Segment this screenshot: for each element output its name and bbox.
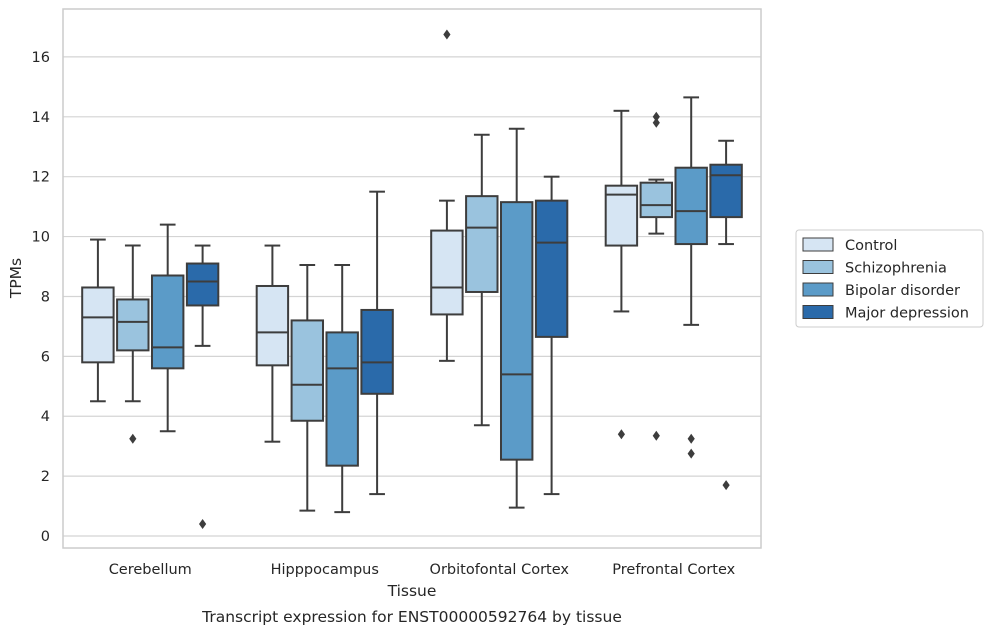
y-tick-label: 12 <box>32 170 50 186</box>
legend-swatch <box>802 260 834 274</box>
box-body <box>709 163 743 219</box>
box-body <box>290 319 325 422</box>
boxes <box>81 29 743 530</box>
legend-label: Control <box>845 238 897 254</box>
box-schizophrenia <box>116 244 150 444</box>
outlier-point <box>687 433 695 444</box>
legend-swatch <box>802 237 834 252</box>
box-major-depression <box>360 190 394 496</box>
outlier-point <box>617 429 625 440</box>
box-major-depression <box>709 139 743 491</box>
x-axis-label: Tissue <box>387 582 437 600</box>
box-control <box>255 244 290 443</box>
box-body <box>81 286 115 364</box>
y-tick-label: 2 <box>41 469 50 485</box>
outlier-point <box>199 519 207 530</box>
y-axis-label: TPMs <box>7 258 25 299</box>
box-body <box>255 284 290 367</box>
box-body <box>465 195 499 293</box>
legend-swatch <box>802 305 834 319</box>
y-tick-label: 16 <box>32 50 50 66</box>
outlier-point <box>129 433 137 444</box>
box-body <box>639 181 674 219</box>
box-schizophrenia <box>290 264 325 512</box>
chart-caption: Transcript expression for ENST0000059276… <box>201 608 622 626</box>
box-bipolar-disorder <box>150 223 185 433</box>
box-body <box>185 262 220 307</box>
box-major-depression <box>534 175 569 496</box>
box-body <box>150 274 185 370</box>
x-tick-label: Cerebellum <box>109 562 192 578</box>
y-tick-label: 0 <box>41 529 50 545</box>
plot-frame <box>62 8 762 549</box>
legend-label: Major depression <box>845 306 969 322</box>
box-control <box>604 109 639 440</box>
legend-label: Bipolar disorder <box>845 283 960 299</box>
legend-label: Schizophrenia <box>845 261 947 277</box>
box-body <box>116 298 150 352</box>
box-bipolar-disorder <box>325 264 359 514</box>
box-schizophrenia <box>639 111 674 441</box>
box-body <box>674 166 708 246</box>
outlier-point <box>443 29 451 40</box>
box-schizophrenia <box>465 133 499 427</box>
y-tick-labels: 0 2 4 6 8 10 12 14 16 <box>32 50 50 545</box>
y-tick-label: 10 <box>32 230 50 246</box>
outlier-point <box>652 111 660 122</box>
box-bipolar-disorder <box>674 96 708 459</box>
legend: Control Schizophrenia Bipolar disorder Majo… <box>795 229 984 328</box>
box-control <box>81 238 115 403</box>
box-control <box>430 29 464 362</box>
x-tick-label: Prefrontal Cortex <box>612 562 735 578</box>
legend-swatch <box>802 282 834 297</box>
outlier-point <box>652 430 660 441</box>
box-body <box>534 199 569 338</box>
y-tick-label: 6 <box>41 349 50 365</box>
box-bipolar-disorder <box>499 127 534 509</box>
box-body <box>430 229 464 316</box>
legend-frame <box>795 229 984 328</box>
y-tick-label: 4 <box>41 409 50 425</box>
outlier-point <box>652 117 660 128</box>
x-tick-labels: Cerebellum Hipppocampus Orbitofontal Corte… <box>109 562 736 578</box>
x-tick-label: Hipppocampus <box>271 562 379 578</box>
box-body <box>325 331 359 467</box>
outlier-point <box>687 448 695 459</box>
x-tick-label: Orbitofontal Cortex <box>430 562 570 578</box>
box-major-depression <box>185 244 220 530</box>
y-tick-label: 8 <box>41 289 50 305</box>
box-body <box>499 201 534 461</box>
legend-items: Control Schizophrenia Bipolar disorder Majo… <box>802 237 969 322</box>
box-body <box>360 308 394 395</box>
y-tick-label: 14 <box>32 110 50 126</box>
outlier-point <box>722 480 730 491</box>
